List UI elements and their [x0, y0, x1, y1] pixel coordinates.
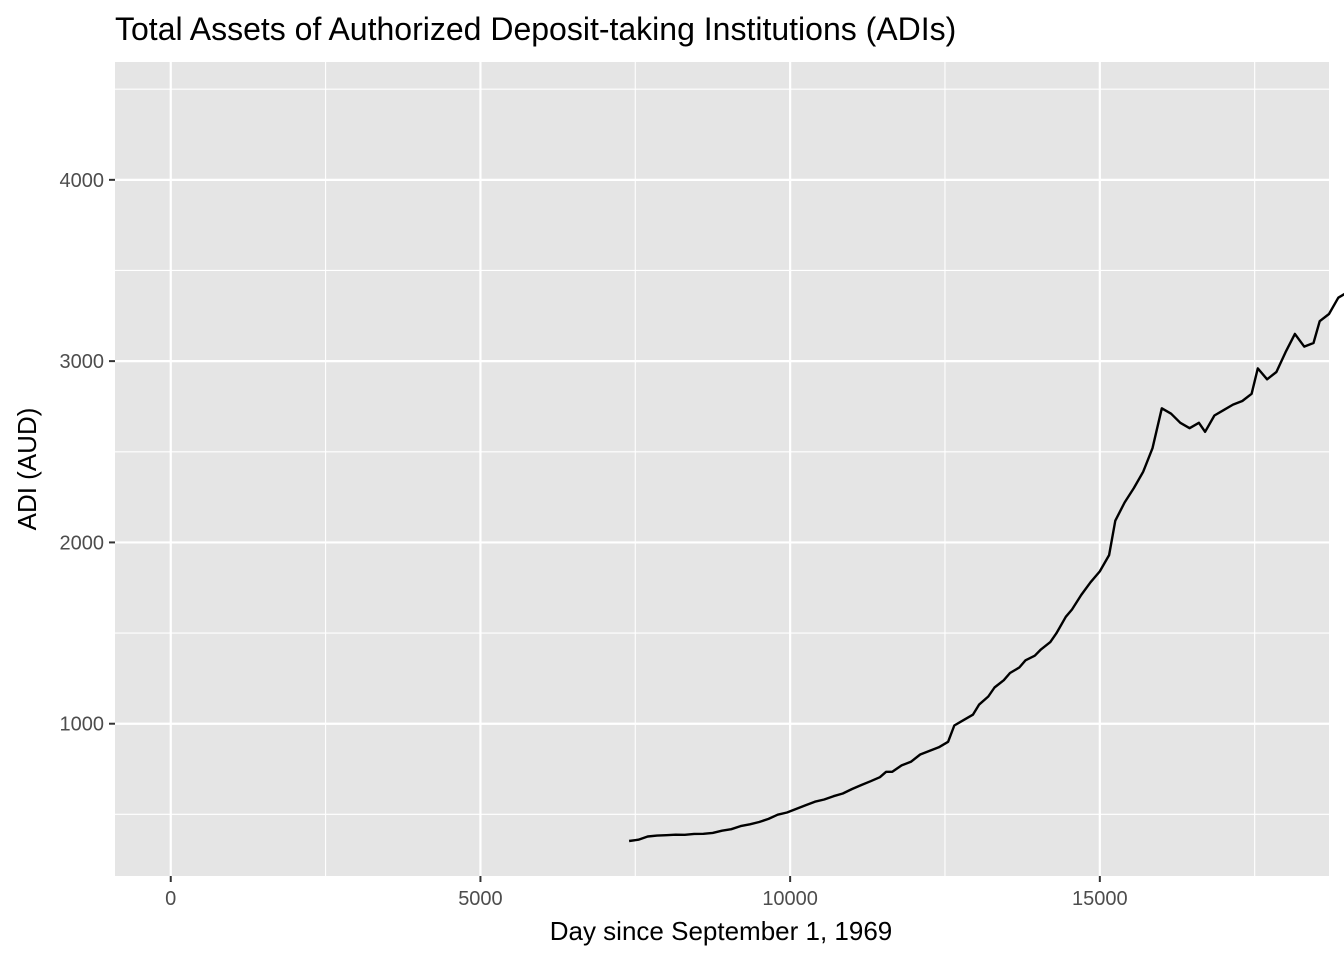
y-tick-label: 1000	[60, 714, 105, 736]
plot-panel	[115, 62, 1329, 876]
x-axis-title: Day since September 1, 1969	[550, 916, 893, 946]
x-tick-label: 10000	[762, 888, 818, 910]
x-axis: 0 5000 10000 15000	[165, 876, 1128, 910]
y-axis: 1000 2000 3000 4000	[60, 170, 115, 736]
y-tick-label: 3000	[60, 351, 105, 373]
major-gridlines	[115, 62, 1329, 876]
y-tick-label: 4000	[60, 170, 105, 192]
minor-gridlines	[115, 62, 1329, 876]
y-tick-label: 2000	[60, 532, 105, 554]
x-tick-label: 15000	[1072, 888, 1128, 910]
x-tick-label: 0	[165, 888, 176, 910]
series-line	[628, 292, 1344, 843]
chart-title: Total Assets of Authorized Deposit-takin…	[115, 11, 956, 47]
series-layer	[628, 292, 1344, 843]
x-tick-label: 5000	[458, 888, 503, 910]
y-axis-title: ADI (AUD)	[12, 408, 42, 531]
